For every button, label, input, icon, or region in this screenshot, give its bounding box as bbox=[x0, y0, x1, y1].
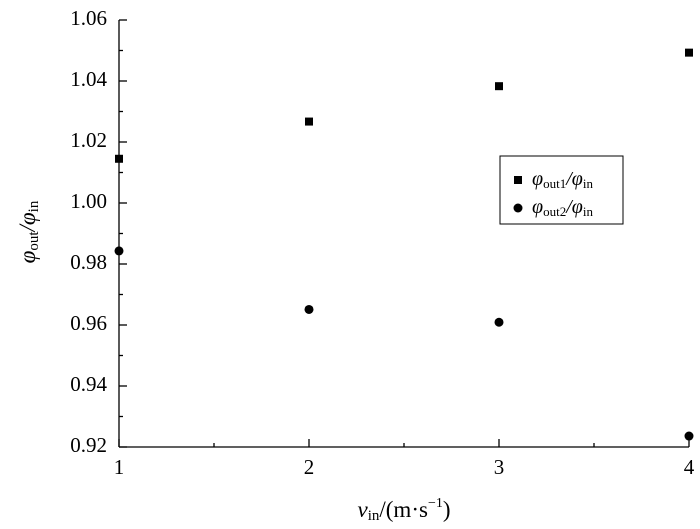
circle-marker bbox=[494, 317, 504, 327]
y-label-part: out bbox=[26, 231, 42, 251]
y-tick-label: 0.94 bbox=[70, 372, 107, 396]
x-label-part: in bbox=[368, 508, 380, 524]
x-tick-label: 2 bbox=[304, 455, 315, 479]
legend-label-part: in bbox=[583, 176, 594, 191]
x-label-part: /(m·s bbox=[379, 497, 428, 522]
x-label-part: v bbox=[357, 497, 368, 522]
x-label-part: ) bbox=[443, 497, 451, 522]
square-marker bbox=[685, 48, 693, 57]
x-tick-label: 4 bbox=[684, 455, 695, 479]
circle-marker bbox=[513, 203, 523, 213]
circle-marker bbox=[684, 431, 694, 441]
y-tick-label: 0.98 bbox=[70, 250, 107, 274]
y-label-part: in bbox=[26, 200, 42, 212]
legend-label-part: in bbox=[583, 204, 594, 219]
y-tick-label: 1.04 bbox=[70, 67, 107, 91]
legend-label-part: φ bbox=[532, 168, 543, 190]
circle-marker bbox=[114, 246, 124, 256]
x-axis-label: vin/(m·s−1) bbox=[357, 496, 450, 524]
y-label-part: /φ bbox=[15, 212, 40, 233]
circle-marker bbox=[304, 304, 314, 314]
x-label-part: −1 bbox=[428, 496, 443, 511]
square-marker bbox=[514, 176, 522, 184]
legend-label: φout2/φin bbox=[532, 196, 593, 219]
legend-label-part: out2 bbox=[543, 204, 566, 219]
legend-label: φout1/φin bbox=[532, 168, 593, 191]
legend-box bbox=[499, 155, 624, 225]
legend-label-part: /φ bbox=[565, 168, 583, 190]
legend-label-part: out1 bbox=[543, 176, 566, 191]
y-tick-label: 0.92 bbox=[70, 433, 107, 457]
legend-label-part: /φ bbox=[565, 196, 583, 218]
legend-label-part: φ bbox=[532, 196, 543, 218]
square-marker bbox=[115, 154, 123, 163]
y-axis-label: φout/φin bbox=[15, 200, 42, 263]
y-tick-label: 0.96 bbox=[70, 311, 107, 335]
x-tick-label: 1 bbox=[114, 455, 125, 479]
y-label-part: φ bbox=[15, 250, 40, 263]
x-tick-label: 3 bbox=[494, 455, 505, 479]
square-marker bbox=[305, 117, 313, 126]
y-tick-label: 1.06 bbox=[70, 6, 107, 30]
y-tick-label: 1.02 bbox=[70, 128, 107, 152]
square-marker bbox=[495, 82, 503, 91]
y-tick-label: 1.00 bbox=[70, 189, 107, 213]
